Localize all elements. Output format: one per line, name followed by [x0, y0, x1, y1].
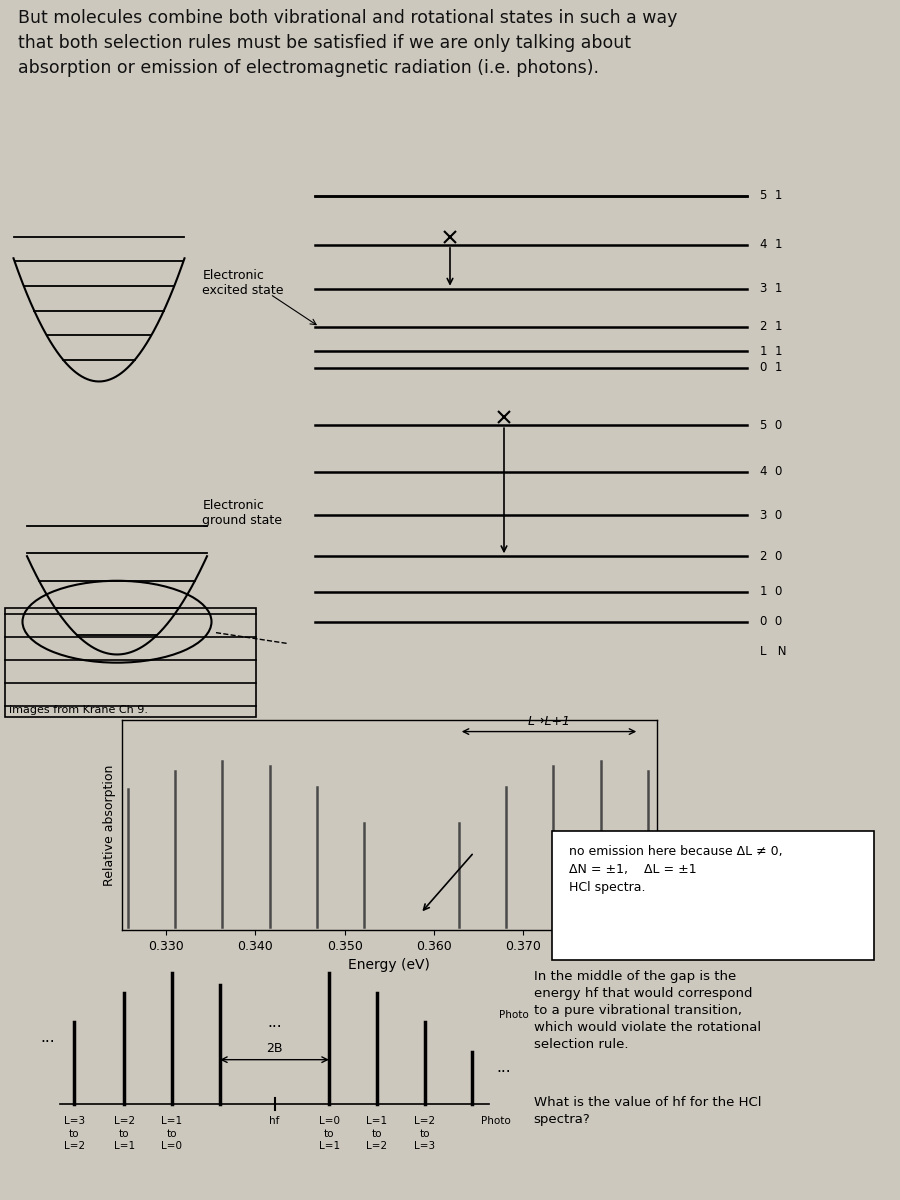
Text: 1  0: 1 0 [760, 586, 783, 598]
Text: ...: ... [267, 1015, 282, 1030]
Text: 4  1: 4 1 [760, 239, 783, 252]
Text: L=1
to
L=0: L=1 to L=0 [161, 1116, 183, 1151]
Text: L=0
to
L=1: L=0 to L=1 [319, 1116, 340, 1151]
Text: 4  0: 4 0 [760, 466, 783, 478]
Text: ...: ... [40, 1030, 56, 1045]
Text: In the middle of the gap is the
energy hf that would correspond
to a pure vibrat: In the middle of the gap is the energy h… [534, 970, 760, 1051]
Text: L→L+1: L→L+1 [527, 715, 571, 728]
Text: But molecules combine both vibrational and rotational states in such a way
that : But molecules combine both vibrational a… [18, 10, 677, 77]
Text: L=2
to
L=1: L=2 to L=1 [113, 1116, 135, 1151]
Text: images from Krane Ch 9.: images from Krane Ch 9. [9, 704, 148, 714]
Text: L=3
to
L=2: L=3 to L=2 [64, 1116, 85, 1151]
Text: 5  0: 5 0 [760, 419, 783, 432]
Text: Electronic
excited state: Electronic excited state [202, 269, 284, 298]
Text: L=1
to
L=2: L=1 to L=2 [366, 1116, 388, 1151]
Text: 2  1: 2 1 [760, 320, 783, 334]
Text: What is the value of hf for the HCl
spectra?: What is the value of hf for the HCl spec… [534, 1097, 761, 1126]
Text: 2  0: 2 0 [760, 550, 783, 563]
Y-axis label: Relative absorption: Relative absorption [103, 764, 116, 886]
Text: 0  1: 0 1 [760, 361, 783, 374]
Text: 2B: 2B [266, 1043, 283, 1055]
Text: Electronic
ground state: Electronic ground state [202, 498, 283, 527]
Text: L=2
to
L=3: L=2 to L=3 [414, 1116, 436, 1151]
Text: 3  1: 3 1 [760, 282, 783, 295]
Text: 1  1: 1 1 [760, 344, 783, 358]
FancyBboxPatch shape [553, 830, 874, 960]
Text: hf: hf [269, 1116, 280, 1127]
Text: no emission here because ΔL ≠ 0,
ΔN = ±1,    ΔL = ±1
HCl spectra.: no emission here because ΔL ≠ 0, ΔN = ±1… [569, 845, 782, 894]
X-axis label: Energy (eV): Energy (eV) [348, 959, 430, 972]
Text: 0  0: 0 0 [760, 616, 783, 629]
Text: L   N: L N [760, 646, 787, 659]
Text: ...: ... [496, 1060, 511, 1075]
Text: Photo: Photo [499, 1010, 528, 1020]
Text: 5  1: 5 1 [760, 190, 783, 203]
Text: Photo: Photo [482, 1116, 511, 1127]
Text: 3  0: 3 0 [760, 509, 783, 522]
